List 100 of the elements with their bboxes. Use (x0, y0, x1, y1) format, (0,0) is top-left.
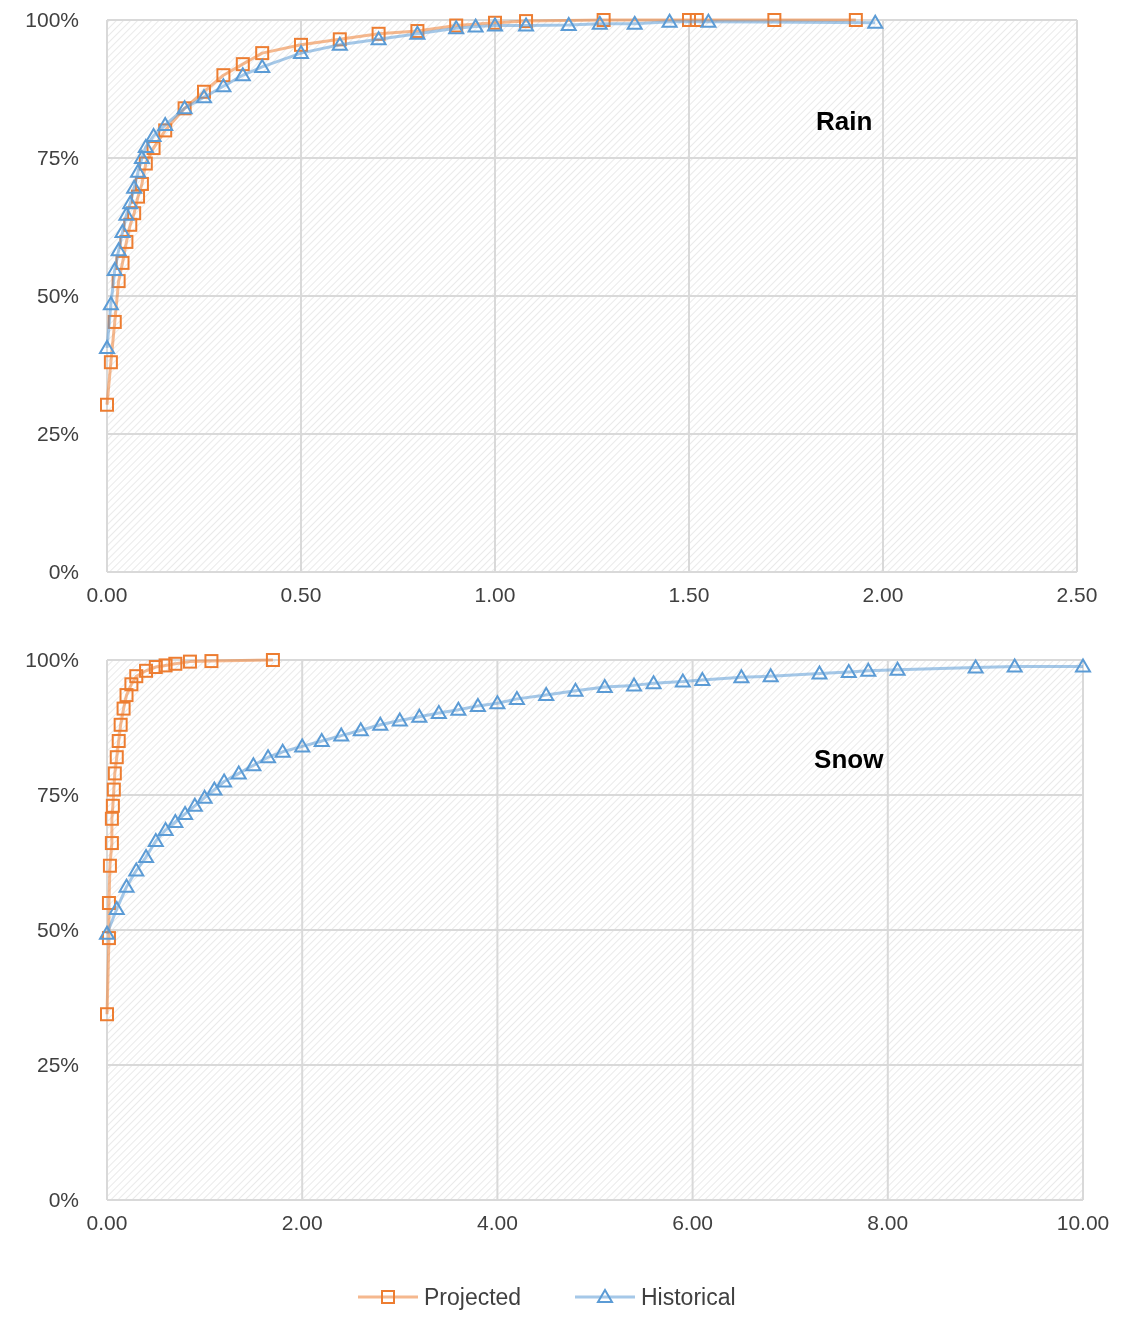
point (100, 1007, 114, 1022)
point (167, 814, 184, 828)
point (138, 156, 153, 171)
point (469, 697, 486, 712)
point (811, 665, 828, 680)
legend-label: Projected (424, 1284, 522, 1310)
y-tick-label: 50% (36, 284, 79, 307)
x-tick-label: 2.50 (1056, 583, 1098, 606)
point (119, 234, 134, 249)
point (146, 141, 161, 156)
point (230, 765, 247, 780)
point (196, 789, 213, 804)
point (567, 682, 584, 697)
point (867, 14, 884, 29)
point (108, 900, 125, 915)
point (370, 31, 387, 46)
point (109, 750, 124, 765)
x-tick-label: 0.00 (86, 583, 128, 606)
point (204, 654, 219, 669)
point (158, 123, 173, 138)
point (254, 58, 271, 73)
point (106, 782, 121, 797)
y-tick-label: 25% (36, 1053, 79, 1076)
point (596, 13, 611, 27)
point (560, 16, 577, 31)
point (411, 708, 428, 723)
point (100, 397, 114, 412)
point (489, 695, 506, 710)
x-tick-label: 2.00 (281, 1211, 323, 1234)
point (131, 189, 146, 204)
point (103, 355, 118, 370)
y-tick-label: 75% (36, 783, 79, 806)
point (265, 653, 280, 667)
point (115, 255, 130, 270)
point (99, 925, 115, 940)
point (260, 749, 277, 764)
point (128, 862, 145, 877)
point (123, 217, 138, 232)
point (538, 687, 555, 702)
point (255, 46, 270, 61)
point (107, 766, 122, 781)
y-tick-label: 25% (36, 422, 79, 445)
point (126, 179, 143, 194)
point (206, 781, 223, 796)
point (139, 663, 154, 678)
point (127, 206, 142, 221)
x-tick-label: 1.50 (668, 583, 710, 606)
point (860, 662, 877, 677)
point (371, 26, 386, 41)
x-tick-label: 6.00 (672, 1211, 714, 1234)
y-tick-label: 0% (48, 560, 79, 583)
point (274, 743, 291, 758)
point (245, 757, 262, 772)
point (1006, 658, 1023, 673)
point (1075, 658, 1091, 673)
y-tick-label: 100% (25, 8, 79, 31)
point (102, 858, 117, 873)
point (689, 13, 704, 27)
point (104, 811, 119, 826)
point (104, 836, 119, 851)
x-tick-label: 4.00 (476, 1211, 518, 1234)
point (215, 78, 232, 93)
point (114, 223, 131, 238)
point (889, 661, 906, 676)
legend-label: Historical (641, 1284, 736, 1310)
x-tick-label: 8.00 (867, 1211, 909, 1234)
point (767, 13, 782, 27)
x-tick-label: 0.50 (280, 583, 322, 606)
point (157, 822, 174, 837)
point (762, 668, 779, 683)
point (116, 701, 131, 716)
y-tick-label: 50% (36, 918, 79, 941)
point (235, 57, 250, 72)
point (450, 701, 467, 716)
point (101, 931, 116, 946)
point (138, 849, 155, 864)
point (147, 832, 164, 847)
point (294, 37, 308, 52)
point (596, 679, 613, 693)
point (294, 738, 311, 753)
point (113, 717, 128, 732)
point (674, 673, 691, 688)
point (118, 878, 135, 893)
y-tick-label: 100% (25, 648, 79, 671)
point (313, 733, 330, 747)
annotation: Snow (814, 744, 885, 774)
point (130, 163, 147, 178)
point (137, 138, 154, 153)
point (129, 669, 144, 684)
point (133, 150, 150, 164)
y-tick-label: 0% (48, 1188, 79, 1211)
point (733, 669, 750, 684)
point (124, 677, 139, 692)
point (216, 773, 233, 788)
point (102, 296, 119, 311)
point (122, 195, 139, 210)
point (182, 654, 197, 669)
point (430, 704, 447, 719)
point (119, 688, 134, 703)
point (148, 660, 163, 675)
